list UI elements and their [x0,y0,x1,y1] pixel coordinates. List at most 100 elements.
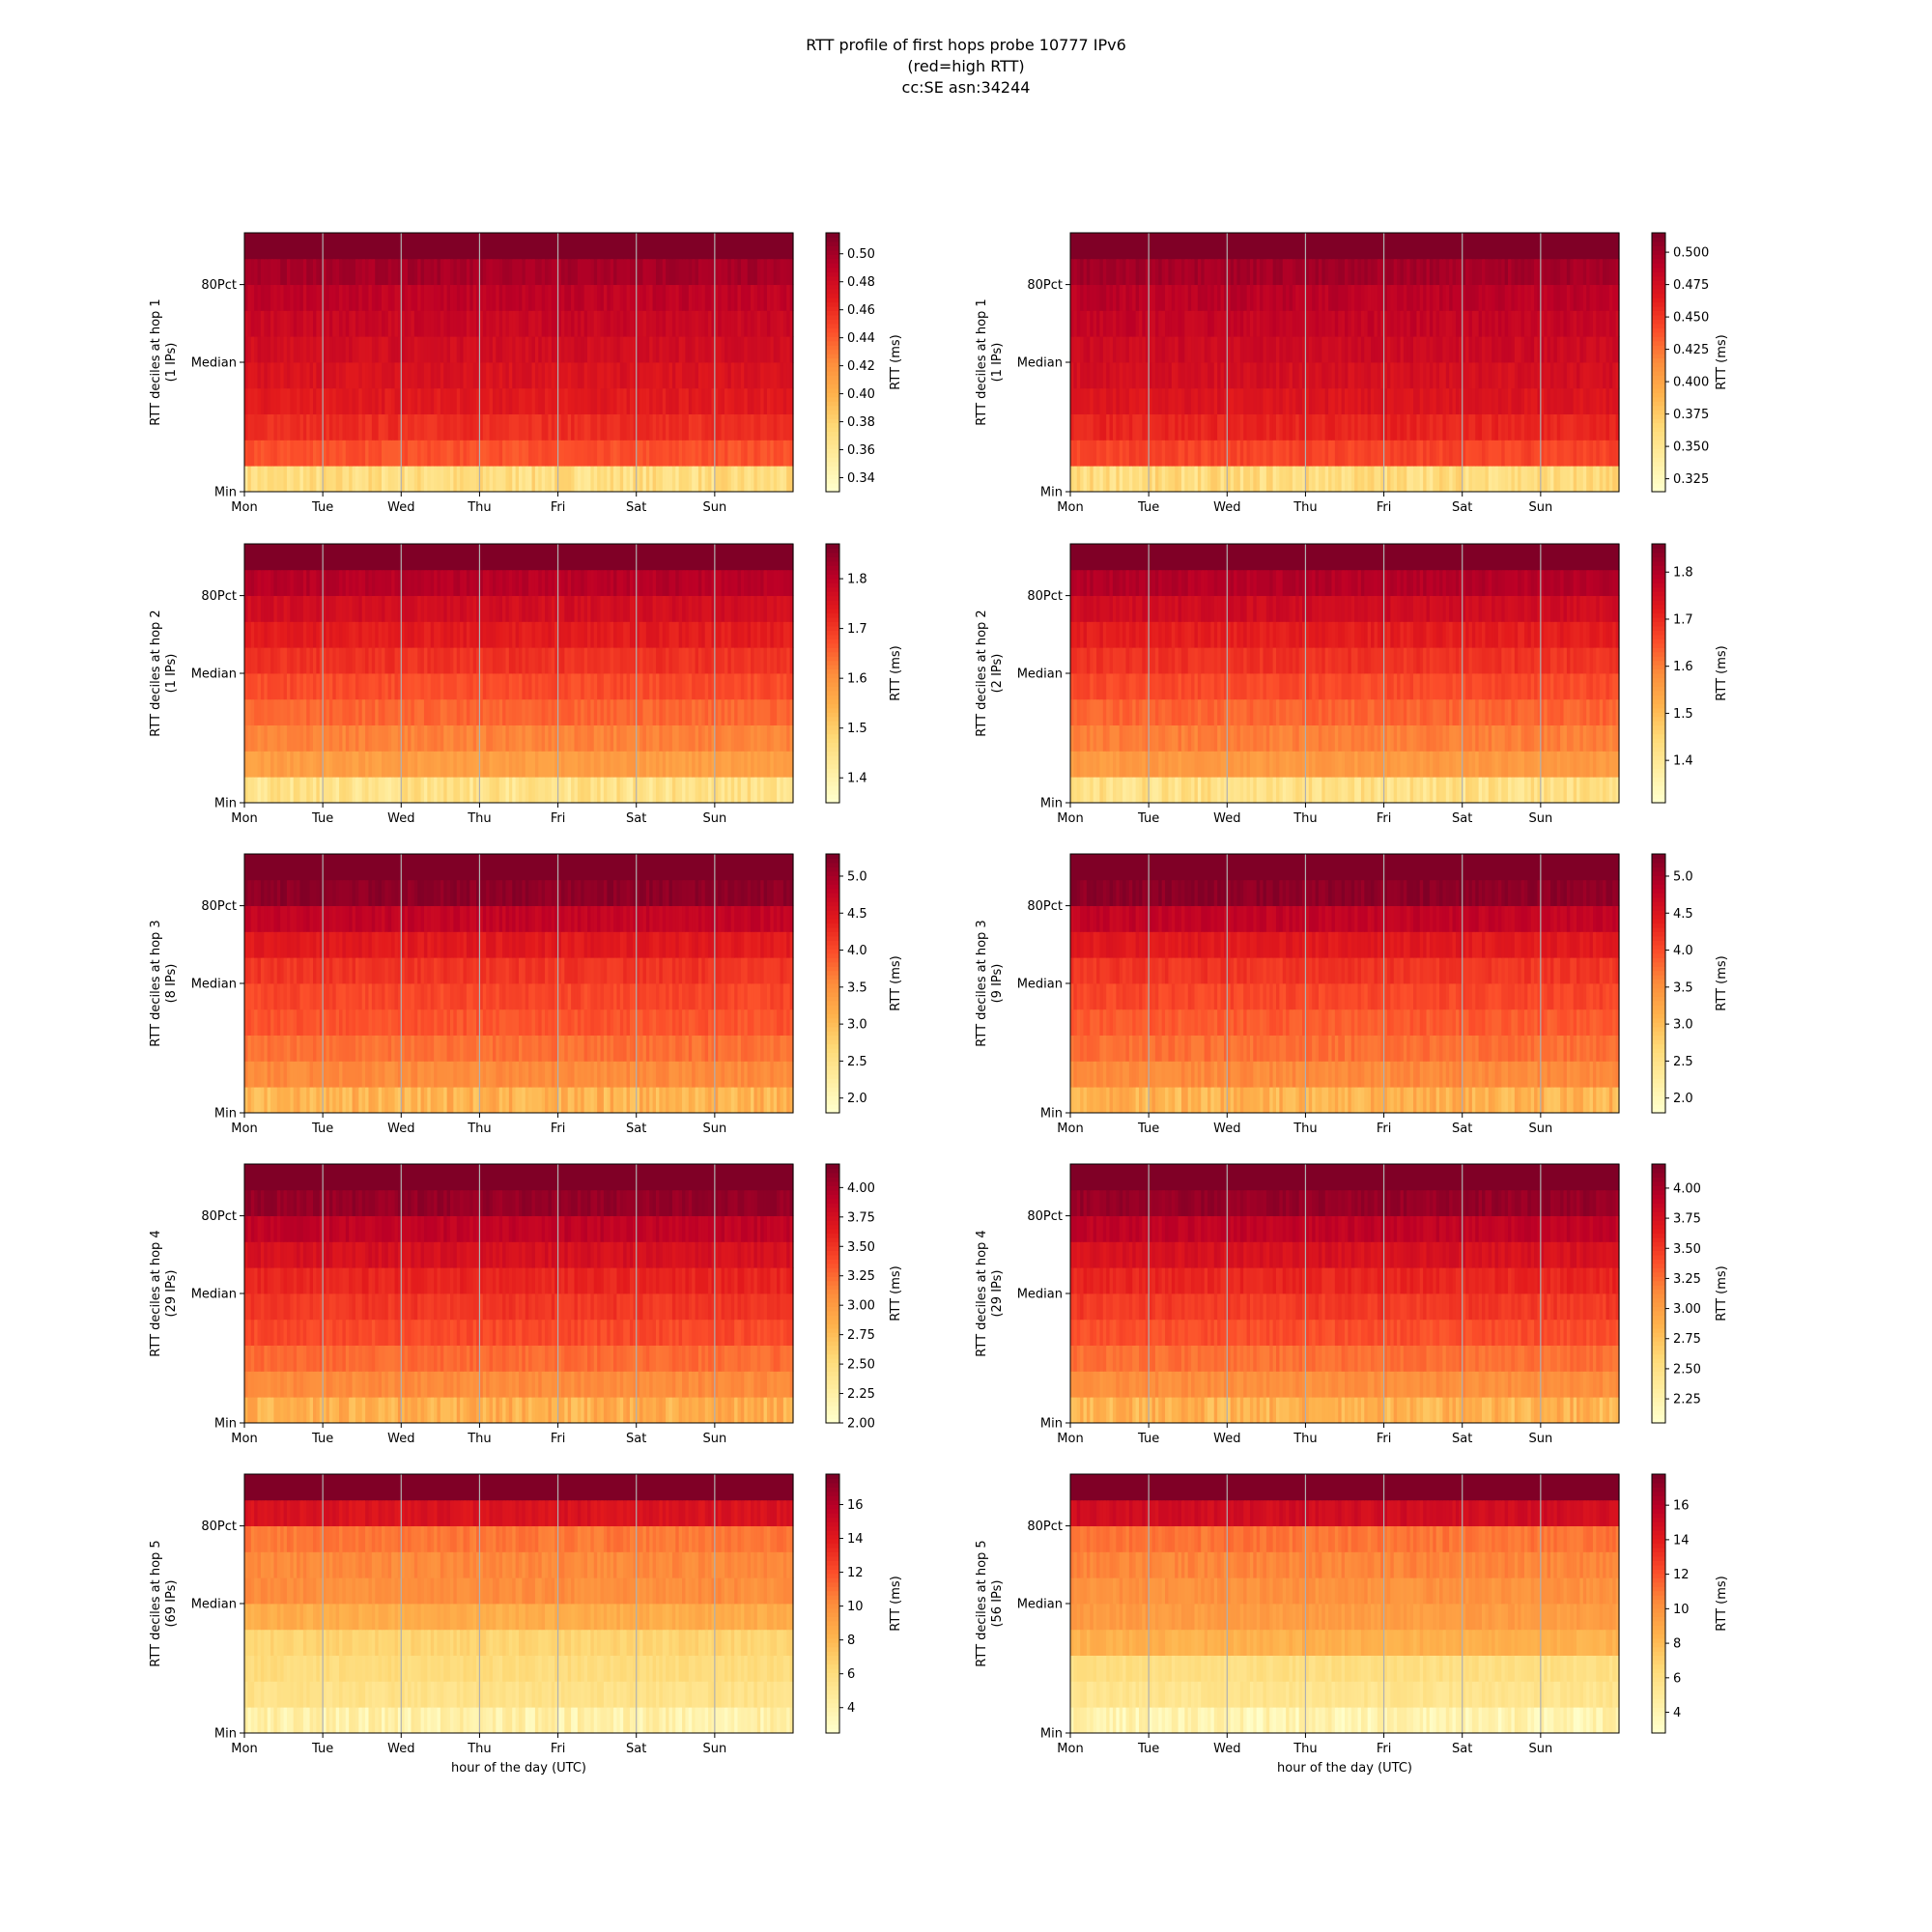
heatmap-cell [1514,413,1519,440]
heatmap-cell [564,595,569,622]
heatmap-cell [378,258,383,285]
heatmap-cell [355,336,359,363]
heatmap-cell [1086,387,1091,414]
heatmap-cell [642,647,647,674]
heatmap-cell [721,413,725,440]
heatmap-cell [1504,440,1509,467]
heatmap-cell [642,258,647,285]
heatmap-cell [545,751,550,778]
heatmap-cell [1328,466,1333,493]
colorbar-segment [826,293,839,298]
heatmap-cell [770,751,775,778]
heatmap-cell [1263,258,1267,285]
heatmap-cell [1465,440,1470,467]
heatmap-cell [1556,258,1561,285]
heatmap-cell [721,724,725,752]
heatmap-cell [1383,466,1388,493]
heatmap-cell [734,258,739,285]
heatmap-cell [760,698,765,725]
heatmap-cell [581,362,585,389]
heatmap-cell [515,336,520,363]
heatmap-cell [437,724,441,752]
heatmap-cell [1550,233,1554,260]
heatmap-cell [1253,413,1258,440]
heatmap-cell [1383,233,1388,260]
heatmap-cell [1122,413,1127,440]
heatmap-cell [387,621,392,648]
heatmap-cell [260,233,265,260]
heatmap-cell [1605,387,1610,414]
heatmap-cell [411,569,415,596]
heatmap-cell [590,362,595,389]
heatmap-cell [1501,336,1506,363]
heatmap-cell [789,673,794,700]
heatmap-cell [1286,233,1291,260]
heatmap-cell [1550,310,1554,337]
heatmap-cell [740,362,745,389]
heatmap-cell [678,698,683,725]
heatmap-cell [724,310,728,337]
heatmap-cell [267,647,271,674]
heatmap-cell [1435,387,1440,414]
heatmap-cell [1556,336,1561,363]
heatmap-cell [297,440,301,467]
heatmap-cell [489,440,494,467]
heatmap-cell [463,466,468,493]
heatmap-cell [695,413,699,440]
heatmap-cell [1093,233,1097,260]
heatmap-cell [603,440,608,467]
heatmap-cell [368,413,373,440]
heatmap-cell [718,284,723,311]
heatmap-cell [1305,387,1310,414]
heatmap-cell [610,751,614,778]
heatmap-cell [1416,413,1421,440]
title-line-1: RTT profile of first hops probe 10777 IP… [806,36,1126,54]
heatmap-cell [701,647,706,674]
heatmap-cell [571,751,576,778]
heatmap-cell [1076,258,1081,285]
heatmap-cell [316,777,321,804]
heatmap-cell [342,440,347,467]
heatmap-cell [290,387,295,414]
heatmap-cell [479,233,484,260]
heatmap-cell [697,284,702,311]
heatmap-cell [1423,466,1428,493]
heatmap-cell [737,751,742,778]
heatmap-cell [645,362,650,389]
heatmap-cell [443,647,448,674]
heatmap-cell [1560,233,1565,260]
heatmap-cell [734,751,739,778]
heatmap-cell [1109,413,1114,440]
heatmap-cell [564,310,569,337]
heatmap-cell [678,673,683,700]
heatmap-cell [352,336,356,363]
heatmap-cell [557,258,562,285]
heatmap-cell [607,777,611,804]
heatmap-cell [1390,466,1395,493]
heatmap-cell [349,673,354,700]
heatmap-cell [685,284,690,311]
heatmap-cell [718,466,723,493]
heatmap-cell [1151,284,1156,311]
heatmap-cell [541,362,546,389]
heatmap-cell [1315,310,1320,337]
heatmap-cell [695,673,699,700]
heatmap-cell [250,621,255,648]
heatmap-cell [460,413,465,440]
colorbar-tick-label: 0.44 [847,331,875,346]
heatmap-cell [423,751,428,778]
heatmap-cell [466,698,470,725]
heatmap-cell [349,310,354,337]
heatmap-cell [1217,310,1222,337]
heatmap-cell [267,413,271,440]
heatmap-cell [326,751,330,778]
heatmap-cell [489,362,494,389]
heatmap-cell [1265,413,1270,440]
heatmap-cell [1154,284,1159,311]
heatmap-cell [1180,440,1185,467]
heatmap-cell [273,258,278,285]
heatmap-cell [649,673,654,700]
heatmap-cell [773,466,778,493]
heatmap-cell [505,673,510,700]
